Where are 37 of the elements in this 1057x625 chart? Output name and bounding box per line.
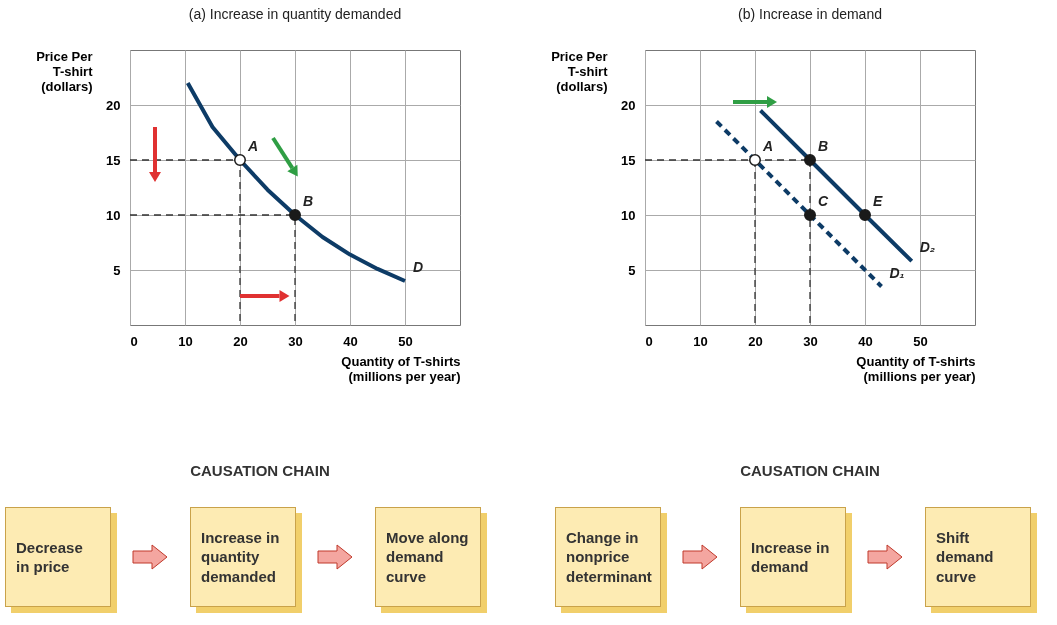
annotation: C: [818, 193, 829, 209]
x-tick-label: 30: [803, 333, 818, 349]
x-tick-label: 50: [398, 333, 413, 349]
x-axis-title: Quantity of T-shirts (millions per year): [341, 353, 461, 384]
y-tick-label: 15: [621, 152, 636, 168]
x-tick-label: 20: [748, 333, 763, 349]
y-tick-label: 5: [628, 262, 636, 278]
y-axis-title: Price Per T-shirt (dollars): [36, 48, 94, 94]
x-tick-label: 50: [913, 333, 928, 349]
y-tick-label: 20: [621, 97, 636, 113]
x-tick-label: 0: [130, 333, 138, 349]
x-axis-title: Quantity of T-shirts (millions per year): [856, 353, 976, 384]
chart-title: (a) Increase in quantity demanded: [188, 6, 402, 22]
x-tick-label: 10: [693, 333, 708, 349]
chart-title: (b) Increase in demand: [738, 6, 882, 22]
annotation: D₁: [889, 264, 905, 281]
x-tick-label: 30: [288, 333, 303, 349]
text: CAUSATION CHAIN: [739, 462, 881, 479]
x-tick-label: 40: [343, 333, 358, 349]
x-tick-label: 40: [858, 333, 873, 349]
y-axis-title: Price Per T-shirt (dollars): [551, 48, 609, 94]
annotation: D: [413, 259, 424, 275]
y-tick-label: 5: [113, 262, 121, 278]
annotation: B: [303, 193, 314, 209]
annotation: E: [873, 193, 883, 209]
x-tick-label: 20: [233, 333, 248, 349]
annotation: A: [247, 138, 259, 154]
x-tick-label: 10: [178, 333, 193, 349]
y-tick-label: 20: [106, 97, 121, 113]
y-tick-label: 10: [106, 207, 121, 223]
annotation: D₂: [919, 239, 936, 256]
x-tick-label: 0: [645, 333, 653, 349]
annotation: A: [762, 138, 774, 154]
y-tick-label: 10: [621, 207, 636, 223]
annotation: B: [818, 138, 829, 154]
y-tick-label: 15: [106, 152, 121, 168]
text: CAUSATION CHAIN: [189, 462, 331, 479]
